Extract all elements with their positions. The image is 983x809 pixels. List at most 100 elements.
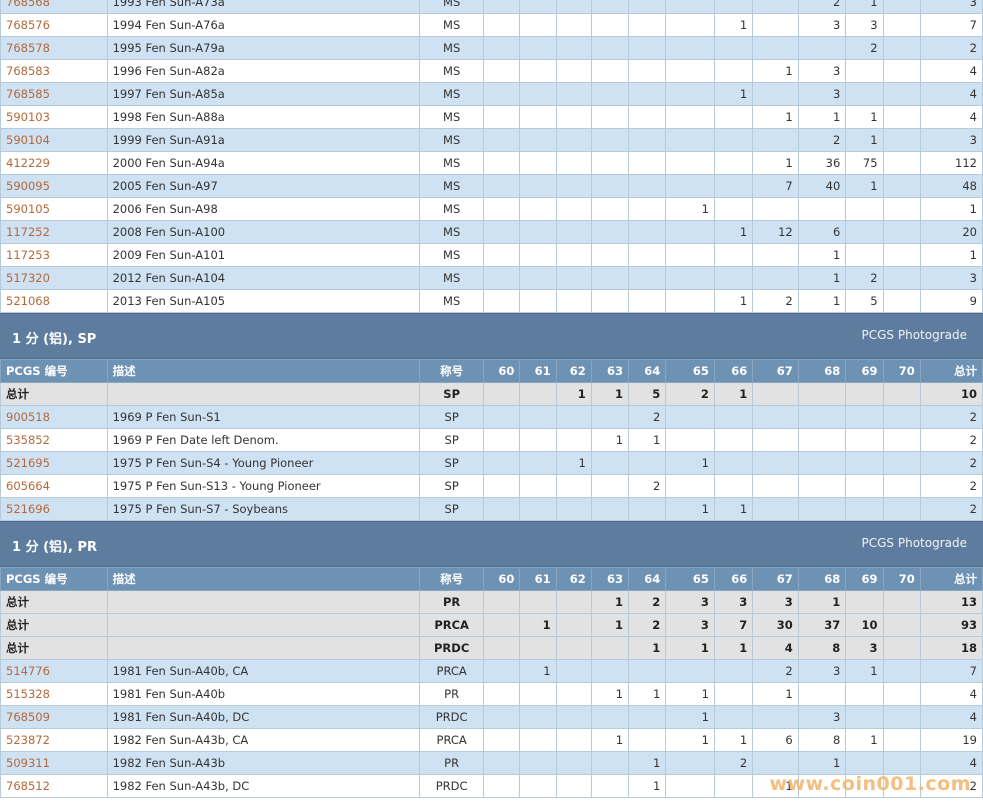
pcgs-number-link[interactable]: 768576 [0, 13, 108, 37]
description: 1982 Fen Sun-A43b, DC [106, 774, 421, 798]
grade-count [752, 751, 799, 775]
grade-count [845, 243, 884, 267]
description [106, 613, 421, 637]
pcgs-number-link[interactable]: 521696 [0, 497, 108, 521]
row-total: 4 [919, 82, 983, 106]
pcgs-number-link[interactable]: 605664 [0, 474, 108, 498]
grade-count [483, 13, 521, 37]
row-total: 112 [919, 151, 983, 175]
pcgs-number-link[interactable]: 517320 [0, 266, 108, 290]
pcgs-number-link[interactable]: 768568 [0, 0, 108, 14]
table-row: 590104 1999 Fen Sun-A91a MS 2 1 3 [0, 128, 983, 152]
grade-count [665, 774, 715, 798]
grade-count [628, 497, 667, 521]
grade-count: 3 [665, 590, 715, 614]
grade-count [713, 774, 754, 798]
designation: MS [419, 82, 485, 106]
grade-count [665, 13, 715, 37]
grade-count [665, 751, 715, 775]
designation: PRCA [419, 659, 485, 683]
grade-count [882, 266, 921, 290]
grade-count: 75 [845, 151, 884, 175]
grade-count [713, 36, 754, 60]
pcgs-number-link[interactable]: 900518 [0, 405, 108, 429]
grade-count [713, 428, 754, 452]
pcgs-number-link[interactable]: 412229 [0, 151, 108, 175]
grade-count [555, 636, 592, 660]
grade-count [882, 474, 921, 498]
grade-count [713, 682, 754, 706]
description: 2009 Fen Sun-A101 [106, 243, 421, 267]
grade-count [628, 197, 667, 221]
grade-count [752, 0, 799, 14]
grade-count [628, 705, 667, 729]
grade-count [845, 82, 884, 106]
description: 1975 P Fen Sun-S7 - Soybeans [106, 497, 421, 521]
header-grade-65: 65 [665, 567, 715, 591]
grade-count [519, 13, 557, 37]
photograde-link[interactable]: PCGS Photograde [861, 328, 967, 342]
header-grade-69: 69 [845, 359, 884, 383]
population-table: PCGS 编号 描述 称号 60 61 62 63 64 65 66 67 68 69 70 总计 总计 SP 1… [0, 359, 983, 521]
pcgs-number-link[interactable]: 768578 [0, 36, 108, 60]
pcgs-number-link[interactable]: 117252 [0, 220, 108, 244]
grade-count: 3 [845, 636, 884, 660]
grade-count [555, 682, 592, 706]
pcgs-number-link[interactable]: 523872 [0, 728, 108, 752]
grade-count [752, 405, 799, 429]
row-total: 18 [919, 636, 983, 660]
pcgs-number-link[interactable]: 514776 [0, 659, 108, 683]
grade-count: 3 [713, 590, 754, 614]
grade-count [713, 0, 754, 14]
population-table: PCGS 编号 描述 称号 60 61 62 63 64 65 66 67 68 69 70 总计 总计 PR 1… [0, 567, 983, 798]
header-grade-70: 70 [882, 359, 921, 383]
grade-count [519, 266, 557, 290]
grade-count: 2 [628, 405, 667, 429]
grade-count [882, 0, 921, 14]
pcgs-number-link[interactable]: 768509 [0, 705, 108, 729]
table-row: 590103 1998 Fen Sun-A88a MS 1 1 1 4 [0, 105, 983, 129]
grade-count: 2 [752, 659, 799, 683]
table-row: 515328 1981 Fen Sun-A40b PR 1 1 1 1 4 [0, 682, 983, 706]
row-total: 2 [919, 474, 983, 498]
grade-count: 2 [845, 36, 884, 60]
pcgs-number-link[interactable]: 117253 [0, 243, 108, 267]
pcgs-number-link[interactable]: 768583 [0, 59, 108, 83]
grade-count [555, 774, 592, 798]
grade-count [590, 774, 630, 798]
header-pcgs-number: PCGS 编号 [0, 567, 108, 591]
photograde-link[interactable]: PCGS Photograde [861, 536, 967, 550]
pcgs-number-link[interactable]: 515328 [0, 682, 108, 706]
pcgs-number-link[interactable]: 590105 [0, 197, 108, 221]
pcgs-number-link[interactable]: 768585 [0, 82, 108, 106]
grade-count [665, 128, 715, 152]
pcgs-number-link[interactable]: 590104 [0, 128, 108, 152]
description: 2005 Fen Sun-A97 [106, 174, 421, 198]
grade-count [483, 382, 521, 406]
grade-count [590, 636, 630, 660]
grade-count [882, 197, 921, 221]
pcgs-number-link[interactable]: 590103 [0, 105, 108, 129]
description: 2008 Fen Sun-A100 [106, 220, 421, 244]
pcgs-number-link[interactable]: 521695 [0, 451, 108, 475]
pcgs-number-link[interactable]: 521068 [0, 289, 108, 313]
grade-count [882, 59, 921, 83]
grade-count [713, 105, 754, 129]
grade-count [555, 13, 592, 37]
grade-count: 2 [628, 474, 667, 498]
header-grade-66: 66 [713, 359, 754, 383]
pcgs-number-link[interactable]: 535852 [0, 428, 108, 452]
grade-count [555, 266, 592, 290]
pcgs-number-link[interactable]: 509311 [0, 751, 108, 775]
grade-count [752, 243, 799, 267]
grade-count [882, 128, 921, 152]
pcgs-number-link[interactable]: 768512 [0, 774, 108, 798]
grade-count [483, 659, 521, 683]
grade-count [483, 428, 521, 452]
grade-count [519, 636, 557, 660]
grade-count [519, 59, 557, 83]
pcgs-number-link[interactable]: 590095 [0, 174, 108, 198]
grade-count [590, 289, 630, 313]
grade-count [665, 428, 715, 452]
